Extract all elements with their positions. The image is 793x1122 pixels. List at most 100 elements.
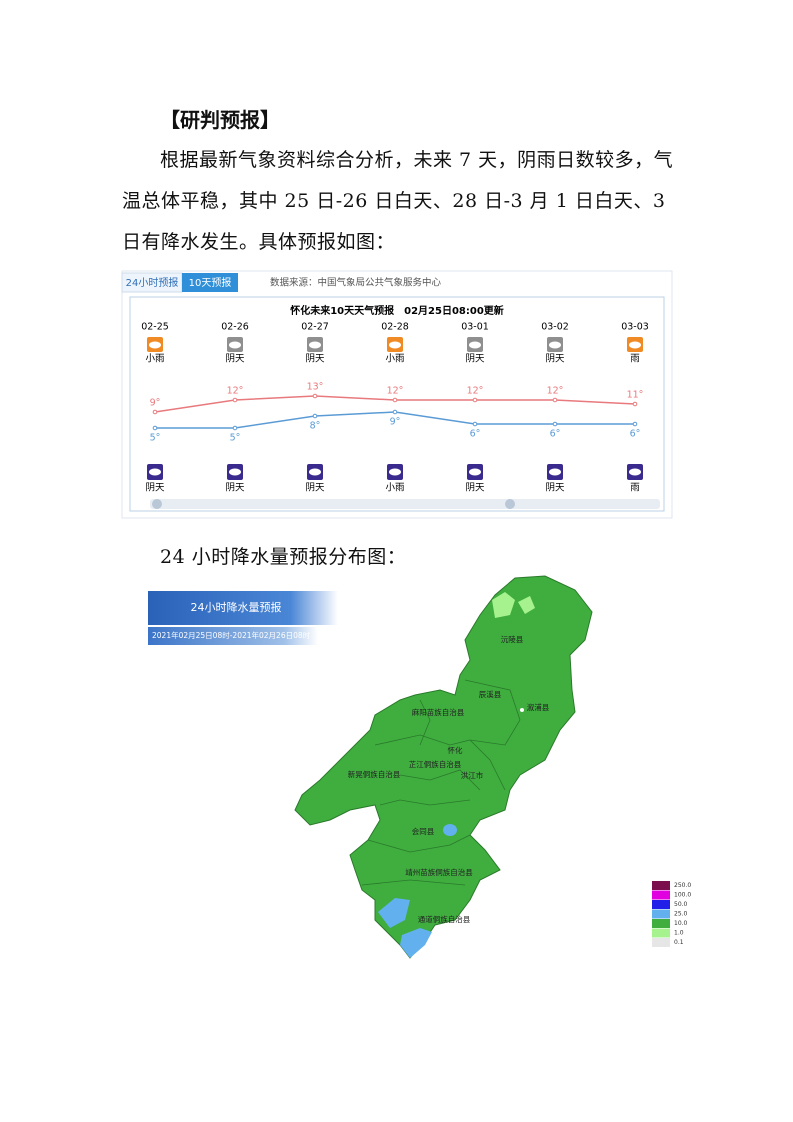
temp-label: 12° xyxy=(467,386,484,397)
map-region xyxy=(294,575,593,959)
legend-swatch xyxy=(652,900,670,909)
legend-swatch xyxy=(652,919,670,928)
map-header xyxy=(148,591,338,625)
cloud xyxy=(149,468,161,476)
night-weather: 阴天 xyxy=(305,483,325,494)
county-label: 新晃侗族自治县 xyxy=(348,769,401,779)
cloud xyxy=(309,341,321,349)
temp-point xyxy=(152,425,158,431)
map-period: 2021年02月25日08时-2021年02月26日08时 xyxy=(152,630,311,640)
map-period-bar xyxy=(148,627,318,645)
date: 02-25 xyxy=(141,322,169,333)
day-weather: 阴天 xyxy=(305,354,325,365)
county-label: 麻阳苗族自治县 xyxy=(412,707,465,717)
date: 02-27 xyxy=(301,322,329,333)
date: 03-01 xyxy=(461,322,489,333)
county-label: 会同县 xyxy=(412,826,435,836)
legend-label: 1.0 xyxy=(674,930,684,937)
county-label: 怀化 xyxy=(448,745,463,755)
county-label: 辰溪县 xyxy=(479,689,502,699)
temp-point xyxy=(232,425,238,431)
legend-swatch xyxy=(652,890,670,900)
temp-point xyxy=(472,397,478,403)
temp-label: 12° xyxy=(547,386,564,397)
temp-label: 11° xyxy=(627,390,644,401)
source: 数据来源：中国气象局公共气象服务中心 xyxy=(270,277,442,289)
rain-area xyxy=(518,596,535,614)
date: 03-03 xyxy=(621,322,649,333)
cloud xyxy=(149,341,161,349)
cloud xyxy=(389,341,401,349)
county-label: 洪江市 xyxy=(461,770,484,780)
cloud xyxy=(469,341,481,349)
day-weather: 阴天 xyxy=(465,354,485,365)
cloud xyxy=(229,341,241,349)
temp-label: 13° xyxy=(307,382,324,393)
night-weather: 小雨 xyxy=(385,483,404,494)
legend-label: 10.0 xyxy=(674,920,688,927)
date: 02-28 xyxy=(381,322,409,333)
rain-area xyxy=(378,898,410,928)
scrollbar xyxy=(150,499,660,509)
temp-label: 6° xyxy=(630,429,641,440)
legend-label: 250.0 xyxy=(674,882,691,889)
city-dot xyxy=(520,708,524,712)
county-label: 通道侗族自治县 xyxy=(418,914,471,924)
legend-swatch xyxy=(652,909,670,919)
legend-label: 50.0 xyxy=(674,901,688,908)
temp-label: 9° xyxy=(150,398,161,409)
legend-label: 100.0 xyxy=(674,892,691,899)
night-weather: 阴天 xyxy=(545,483,565,494)
cloud xyxy=(549,341,561,349)
temp-point xyxy=(312,393,318,399)
temp-label: 5° xyxy=(230,433,241,444)
county-borders xyxy=(361,679,521,886)
rain-area xyxy=(492,592,515,618)
tab-label: 24小时预报 xyxy=(126,276,179,289)
scroll-handle[interactable] xyxy=(505,499,515,509)
temp-point xyxy=(632,401,638,407)
legend-swatch xyxy=(652,881,670,890)
legend-swatch xyxy=(652,938,670,947)
temp-label: 6° xyxy=(470,429,481,440)
cloud xyxy=(549,468,561,476)
county-label: 溆浦县 xyxy=(527,702,550,712)
paragraph: 根据最新气象资料综合分析，未来 7 天，阴雨日数较多，气温总体平稳，其中 25 … xyxy=(122,149,674,253)
county-label: 芷江侗族自治县 xyxy=(409,759,462,769)
county-label: 沅陵县 xyxy=(501,635,524,644)
temp-point xyxy=(552,421,558,427)
temp-point xyxy=(392,409,398,415)
map-title: 24小时降水量预报 xyxy=(191,600,282,614)
cloud xyxy=(229,468,241,476)
rain-area xyxy=(400,928,432,958)
temp-point xyxy=(632,421,638,427)
temp-point xyxy=(312,413,318,419)
widget-title: 怀化未来10天天气预报 02月25日08:00更新 xyxy=(290,304,504,317)
caption: 24 小时降水量预报分布图： xyxy=(160,546,407,568)
county-label: 靖州苗族侗族自治县 xyxy=(405,867,473,877)
night-weather: 阴天 xyxy=(145,483,165,494)
cloud xyxy=(309,468,321,476)
night-weather: 阴天 xyxy=(465,483,485,494)
cloud xyxy=(629,341,641,349)
date: 03-02 xyxy=(541,322,569,333)
tab-active[interactable] xyxy=(182,273,238,292)
legend-label: 25.0 xyxy=(674,911,688,918)
night-weather: 阴天 xyxy=(225,483,245,494)
temp-label: 6° xyxy=(550,429,561,440)
cloud xyxy=(389,468,401,476)
temp-point xyxy=(392,397,398,403)
legend-label: 0.1 xyxy=(674,939,684,946)
temp-label: 12° xyxy=(387,386,404,397)
temp-point xyxy=(472,421,478,427)
temp-point xyxy=(552,397,558,403)
day-weather: 小雨 xyxy=(145,354,164,365)
rain-area xyxy=(443,824,457,836)
cloud xyxy=(629,468,641,476)
day-weather: 雨 xyxy=(630,354,640,365)
temp-label: 5° xyxy=(150,433,161,444)
scroll-handle[interactable] xyxy=(152,499,162,509)
day-weather: 小雨 xyxy=(385,354,404,365)
temp-point xyxy=(152,409,158,415)
